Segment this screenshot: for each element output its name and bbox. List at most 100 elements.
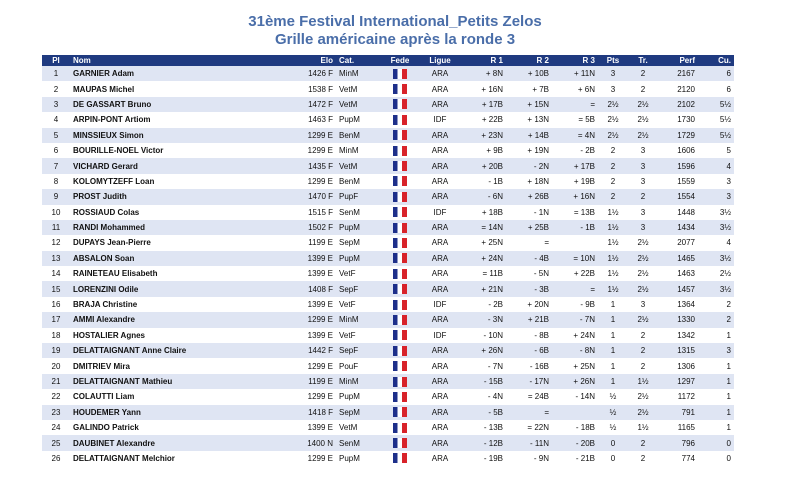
cell: PupF bbox=[336, 189, 380, 205]
fede-cell bbox=[380, 143, 420, 158]
cell: + 20N bbox=[527, 300, 549, 310]
player-row: 20 DMITRIEV Mira 1299 E PouF ARA - 7N - 16B + 2… bbox=[42, 358, 734, 373]
flag bbox=[393, 407, 407, 418]
cell: 3 bbox=[698, 343, 734, 359]
cell: ARA bbox=[431, 84, 449, 94]
cell: 1 bbox=[598, 373, 628, 390]
fede-cell bbox=[380, 205, 420, 220]
player-name: ABSALON Soan bbox=[70, 250, 280, 267]
fede-cell bbox=[380, 389, 420, 404]
cell: 2 bbox=[598, 189, 628, 205]
fede-cell bbox=[380, 420, 420, 435]
cell: + 25B bbox=[506, 219, 552, 236]
flag bbox=[393, 345, 407, 356]
flag bbox=[393, 438, 407, 449]
cell: 1399 E bbox=[280, 250, 336, 267]
fede-cell bbox=[380, 312, 420, 328]
cell: 2 bbox=[640, 84, 646, 94]
cell: 1½ bbox=[598, 281, 628, 297]
player-name: MAUPAS Michel bbox=[73, 84, 135, 94]
cell: = 11B bbox=[482, 269, 503, 279]
cell: 1299 E bbox=[307, 453, 333, 463]
cell: BenM bbox=[336, 127, 380, 143]
player-row: 2 MAUPAS Michel 1538 F VetM ARA + 16N + 7B + 6N… bbox=[42, 81, 734, 96]
cell: 1457 bbox=[658, 281, 698, 297]
cell: PupM bbox=[339, 115, 360, 125]
cell: ARA bbox=[420, 66, 460, 82]
column-header: R 2 bbox=[506, 55, 552, 66]
flag bbox=[393, 99, 407, 110]
cell: - 15B bbox=[460, 373, 506, 390]
cell: 1½ bbox=[598, 250, 628, 267]
player-name: DE GASSART Bruno bbox=[70, 96, 280, 113]
cell: 0 bbox=[698, 435, 734, 451]
cell: 2167 bbox=[658, 66, 698, 82]
cell: 1502 F bbox=[280, 219, 336, 236]
cell: VetM bbox=[339, 423, 358, 433]
player-row: 7 VICHARD Gerard 1435 F VetM ARA + 20B - 2N + 1… bbox=[42, 158, 734, 174]
cell: 1315 bbox=[658, 343, 698, 359]
cell: - 8B bbox=[534, 330, 549, 340]
cell: - 6B bbox=[506, 343, 552, 359]
player-row: 26 DELATTAIGNANT Melchior 1299 E PupM ARA - 1… bbox=[42, 451, 734, 466]
player-row: 6 BOURILLE-NOEL Victor 1299 E MinM ARA + 9B + … bbox=[42, 143, 734, 158]
cell: 1 bbox=[726, 330, 731, 340]
cell: - 3B bbox=[506, 281, 552, 297]
column-header: Perf bbox=[658, 55, 698, 66]
player-row: 5 MINSSIEUX Simon 1299 E BenM ARA + 23N + 14B =… bbox=[42, 127, 734, 143]
cell: IDF bbox=[433, 330, 447, 340]
cell: = bbox=[506, 404, 552, 420]
cell: 1400 N bbox=[280, 435, 336, 451]
cell: 1 bbox=[598, 343, 628, 359]
flag bbox=[393, 391, 407, 402]
cell: 3 bbox=[598, 66, 628, 82]
cell: 0 bbox=[598, 435, 628, 451]
fede-cell bbox=[380, 96, 420, 113]
cell: 1472 F bbox=[280, 96, 336, 113]
cell: 2½ bbox=[598, 127, 628, 143]
cell: 2 bbox=[726, 300, 731, 310]
cell: + 21B bbox=[506, 312, 552, 328]
flag bbox=[393, 453, 407, 464]
player-row: 9 PROST Judith 1470 F PupF ARA - 6N + 26B + 16N… bbox=[42, 189, 734, 205]
cell: 17 bbox=[42, 312, 70, 328]
cell: 3 bbox=[640, 146, 646, 156]
cell: ARA bbox=[431, 423, 449, 433]
player-name: BOURILLE-NOEL Victor bbox=[73, 146, 164, 156]
player-name: GARNIER Adam bbox=[70, 66, 280, 82]
cell: 3 bbox=[640, 207, 646, 217]
cell: 1729 bbox=[658, 127, 698, 143]
cell: 2 bbox=[53, 84, 59, 94]
cell: 2½ bbox=[637, 392, 649, 402]
player-name: DUPAYS Jean-Pierre bbox=[73, 238, 151, 248]
cell: - 7N bbox=[487, 361, 503, 371]
cell: 1½ bbox=[607, 238, 619, 248]
cell: 1554 bbox=[658, 189, 698, 205]
column-header: Elo bbox=[280, 55, 336, 66]
cell: 2 bbox=[628, 435, 658, 451]
player-row: 21 DELATTAIGNANT Mathieu 1199 E MinM ARA - 15… bbox=[42, 373, 734, 390]
fede-cell bbox=[380, 328, 420, 343]
cell: 1 bbox=[698, 373, 734, 390]
cell: VetM bbox=[336, 158, 380, 174]
fede-cell bbox=[380, 435, 420, 451]
player-name: RAINETEAU Elisabeth bbox=[73, 269, 158, 279]
cell: IDF bbox=[433, 115, 447, 125]
fede-cell bbox=[380, 81, 420, 96]
cell: 2½ bbox=[628, 127, 658, 143]
cell: 9 bbox=[42, 189, 70, 205]
flag bbox=[393, 114, 407, 125]
cell: VetM bbox=[339, 84, 358, 94]
flag bbox=[393, 422, 407, 433]
cell: = 4N bbox=[552, 127, 598, 143]
cell: MinM bbox=[336, 373, 380, 390]
cell: 0 bbox=[726, 453, 731, 463]
cell: ARA bbox=[431, 392, 449, 402]
cell: + 20B bbox=[460, 158, 506, 174]
player-row: 8 KOLOMYTZEFF Loan 1299 E BenM ARA - 1B + 18N +… bbox=[42, 174, 734, 189]
cell: 1199 E bbox=[280, 373, 336, 390]
player-name: DAUBINET Alexandre bbox=[70, 435, 280, 451]
fede-cell bbox=[380, 404, 420, 420]
cell: + 23N bbox=[460, 127, 506, 143]
cell bbox=[552, 404, 598, 420]
